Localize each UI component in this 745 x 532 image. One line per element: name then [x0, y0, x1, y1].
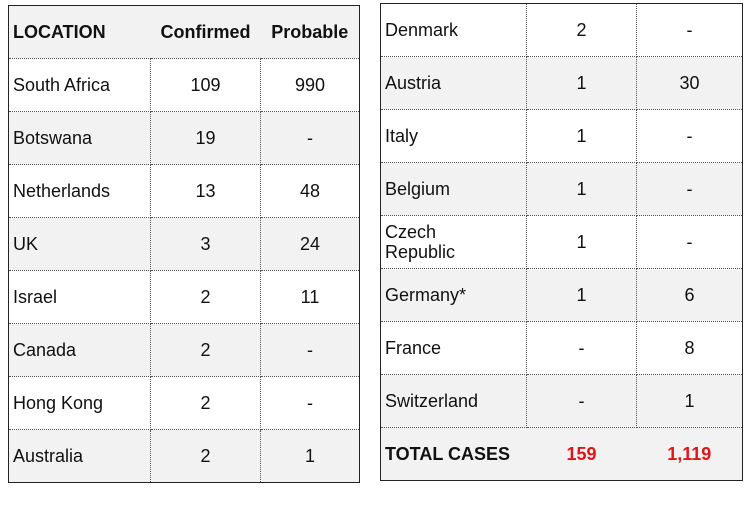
location-cell: South Africa — [8, 58, 151, 112]
probable-cell: - — [636, 162, 743, 216]
table-row: UK 3 24 — [8, 217, 360, 271]
table-row: Belgium 1- — [380, 162, 743, 216]
probable-cell: 990 — [260, 58, 360, 112]
location-cell: UK — [8, 217, 151, 271]
confirmed-cell: 109 — [150, 58, 261, 112]
table-row: Denmark 2- — [380, 3, 743, 57]
confirmed-cell: 13 — [150, 164, 261, 218]
probable-cell: 1 — [260, 429, 360, 483]
confirmed-cell: - — [526, 321, 637, 375]
table-row: France -8 — [380, 321, 743, 375]
table-row: Canada 2- — [8, 323, 360, 377]
probable-cell: - — [260, 376, 360, 430]
probable-cell: - — [260, 323, 360, 377]
confirmed-cell: - — [526, 374, 637, 428]
table-header-row: LOCATION Confirmed Probable — [8, 5, 360, 59]
total-probable: 1,119 — [636, 427, 743, 481]
location-cell: Belgium — [380, 162, 527, 216]
location-cell: Netherlands — [8, 164, 151, 218]
table-row: Hong Kong 2- — [8, 376, 360, 430]
confirmed-cell: 2 — [150, 376, 261, 430]
total-row: TOTAL CASES 159 1,119 — [380, 427, 743, 481]
probable-cell: 30 — [636, 56, 743, 110]
location-cell: Botswana — [8, 111, 151, 165]
probable-cell: - — [636, 215, 743, 269]
location-cell: Switzerland — [380, 374, 527, 428]
location-cell: Austria — [380, 56, 527, 110]
probable-cell: - — [260, 111, 360, 165]
table-row: Israel 2 11 — [8, 270, 360, 324]
header-probable: Probable — [260, 5, 360, 59]
cases-table-left: LOCATION Confirmed Probable South Africa… — [8, 5, 360, 483]
header-location: LOCATION — [8, 5, 151, 59]
probable-cell: 6 — [636, 268, 743, 322]
confirmed-cell: 2 — [150, 270, 261, 324]
confirmed-cell: 1 — [526, 56, 637, 110]
table-row: Switzerland -1 — [380, 374, 743, 428]
total-confirmed: 159 — [526, 427, 637, 481]
probable-cell: - — [636, 109, 743, 163]
probable-cell: 24 — [260, 217, 360, 271]
location-cell: Hong Kong — [8, 376, 151, 430]
confirmed-cell: 3 — [150, 217, 261, 271]
table-row: Germany* 1 6 — [380, 268, 743, 322]
probable-cell: 1 — [636, 374, 743, 428]
location-cell: Israel — [8, 270, 151, 324]
location-cell: Italy — [380, 109, 527, 163]
location-cell: France — [380, 321, 527, 375]
location-cell: Australia — [8, 429, 151, 483]
probable-cell: - — [636, 3, 743, 57]
table-row: South Africa 109 990 — [8, 58, 360, 112]
confirmed-cell: 2 — [150, 429, 261, 483]
location-cell: Czech Republic — [380, 215, 527, 269]
table-row: Netherlands 13 48 — [8, 164, 360, 218]
total-label: TOTAL CASES — [380, 427, 527, 481]
probable-cell: 11 — [260, 270, 360, 324]
location-cell: Denmark — [380, 3, 527, 57]
confirmed-cell: 2 — [526, 3, 637, 57]
confirmed-cell: 1 — [526, 162, 637, 216]
confirmed-cell: 1 — [526, 215, 637, 269]
table-row: Czech Republic 1- — [380, 215, 743, 269]
table-row: Italy 1- — [380, 109, 743, 163]
probable-cell: 48 — [260, 164, 360, 218]
table-row: Botswana 19- — [8, 111, 360, 165]
location-cell: Canada — [8, 323, 151, 377]
confirmed-cell: 1 — [526, 268, 637, 322]
probable-cell: 8 — [636, 321, 743, 375]
location-cell: Germany* — [380, 268, 527, 322]
confirmed-cell: 2 — [150, 323, 261, 377]
header-confirmed: Confirmed — [150, 5, 261, 59]
confirmed-cell: 19 — [150, 111, 261, 165]
table-row: Austria 1 30 — [380, 56, 743, 110]
table-row: Australia 2 1 — [8, 429, 360, 483]
confirmed-cell: 1 — [526, 109, 637, 163]
cases-table-right: Denmark 2- Austria 1 30 Italy 1- Belgium 1- Czech… — [380, 3, 743, 481]
